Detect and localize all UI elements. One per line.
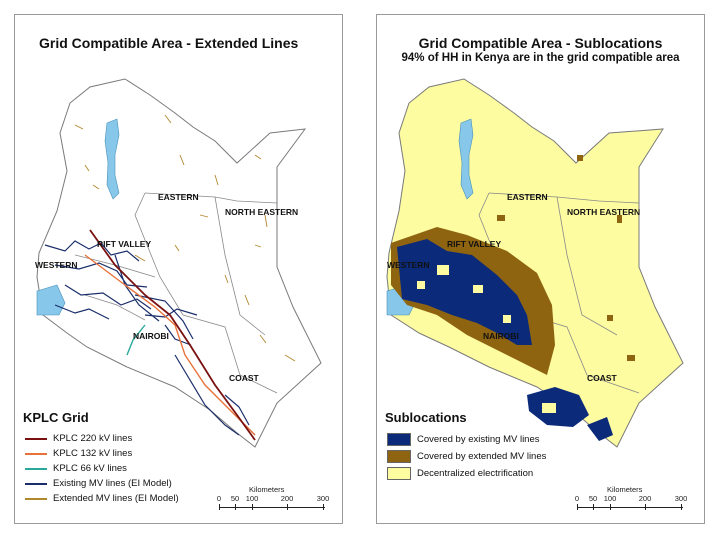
kplc-132kv-line xyxy=(84,254,256,436)
region-label-rift-valley: RIFT VALLEY xyxy=(447,239,501,249)
lake-turkana xyxy=(458,118,474,200)
scale-tick-label: 200 xyxy=(638,494,652,503)
province-boundaries xyxy=(74,192,278,394)
legend-item: KPLC 132 kV lines xyxy=(23,446,223,461)
existing-mv-coverage xyxy=(397,239,613,441)
legend-label: KPLC 66 kV lines xyxy=(53,463,127,474)
scale-tick-label: 50 xyxy=(230,494,240,503)
legend-swatch-existing-mv xyxy=(387,433,411,446)
scale-unit: Kilometers xyxy=(607,485,643,494)
lake-turkana xyxy=(104,118,120,200)
decentralized-patches xyxy=(417,265,556,413)
legend-item: Covered by existing MV lines xyxy=(385,431,585,448)
lake-victoria xyxy=(36,284,66,316)
scale-tick-label: 100 xyxy=(603,494,617,503)
region-label-coast: COAST xyxy=(229,373,260,383)
map-title: Grid Compatible Area - Sublocations xyxy=(418,35,663,51)
region-label-nairobi: NAIROBI xyxy=(133,331,169,341)
extended-mv-lines xyxy=(74,114,296,362)
map-subtitle: 94% of HH in Kenya are in the grid compa… xyxy=(401,52,680,64)
scale-bar: Kilometers 0 50 100 200 300 xyxy=(573,485,691,521)
legend-item: KPLC 66 kV lines xyxy=(23,461,223,476)
region-label-eastern: EASTERN xyxy=(158,192,199,202)
legend-kplc-grid: KPLC Grid KPLC 220 kV lines KPLC 132 kV … xyxy=(23,410,223,506)
kplc-220kv-line xyxy=(89,229,256,441)
region-label-north-eastern: NORTH EASTERN xyxy=(567,207,640,217)
legend-swatch-132kv xyxy=(25,452,47,455)
kplc-66kv-line xyxy=(126,324,146,356)
legend-label: Existing MV lines (EI Model) xyxy=(53,478,172,489)
legend-swatch-66kv xyxy=(25,467,47,470)
legend-title: KPLC Grid xyxy=(23,410,89,425)
scale-tick-label: 300 xyxy=(316,494,330,503)
map-title: Grid Compatible Area - Extended Lines xyxy=(39,35,299,51)
kenya-map-sublocations: EASTERN NORTH EASTERN RIFT VALLEY WESTER… xyxy=(386,78,684,448)
region-label-western: WESTERN xyxy=(387,260,430,270)
existing-mv-lines xyxy=(44,240,256,436)
scale-tick-label: 100 xyxy=(245,494,259,503)
legend-sublocations: Sublocations Covered by existing MV line… xyxy=(385,410,585,482)
region-label-western: WESTERN xyxy=(35,260,78,270)
region-label-coast: COAST xyxy=(587,373,618,383)
region-label-eastern: EASTERN xyxy=(507,192,548,202)
legend-swatch-extended-mv xyxy=(387,450,411,463)
kenya-map-extended-lines: EASTERN NORTH EASTERN RIFT VALLEY WESTER… xyxy=(35,78,322,448)
legend-item: Existing MV lines (EI Model) xyxy=(23,476,223,491)
legend-item: KPLC 220 kV lines xyxy=(23,431,223,446)
scale-line xyxy=(577,507,683,508)
legend-label: Extended MV lines (EI Model) xyxy=(53,493,179,504)
scale-unit: Kilometers xyxy=(249,485,285,494)
legend-swatch-decentralized xyxy=(387,467,411,480)
legend-swatch-extended-mv xyxy=(25,497,47,500)
legend-title: Sublocations xyxy=(385,410,467,425)
legend-label: Decentralized electrification xyxy=(417,468,534,479)
scale-bar: Kilometers 0 50 100 200 300 xyxy=(215,485,333,521)
scale-tick-label: 200 xyxy=(280,494,294,503)
map-panel-extended-lines: Grid Compatible Area - Extended Lines EA… xyxy=(14,14,343,524)
legend-label: KPLC 132 kV lines xyxy=(53,448,133,459)
legend-label: Covered by extended MV lines xyxy=(417,451,547,462)
legend-item: Covered by extended MV lines xyxy=(385,448,585,465)
map-panel-sublocations: Grid Compatible Area - Sublocations 94% … xyxy=(376,14,705,524)
legend-swatch-220kv xyxy=(25,437,47,440)
legend-swatch-existing-mv xyxy=(25,482,47,485)
legend-item: Extended MV lines (EI Model) xyxy=(23,491,223,506)
legend-item: Decentralized electrification xyxy=(385,465,585,482)
legend-label: Covered by existing MV lines xyxy=(417,434,540,445)
legend-label: KPLC 220 kV lines xyxy=(53,433,133,444)
scale-tick-label: 0 xyxy=(216,494,222,503)
region-label-rift-valley: RIFT VALLEY xyxy=(97,239,151,249)
scale-line xyxy=(219,507,325,508)
scale-tick-label: 50 xyxy=(588,494,598,503)
region-label-north-eastern: NORTH EASTERN xyxy=(225,207,298,217)
country-outline xyxy=(36,78,322,448)
scale-tick-label: 0 xyxy=(574,494,580,503)
scale-tick-label: 300 xyxy=(674,494,688,503)
region-label-nairobi: NAIROBI xyxy=(483,331,519,341)
